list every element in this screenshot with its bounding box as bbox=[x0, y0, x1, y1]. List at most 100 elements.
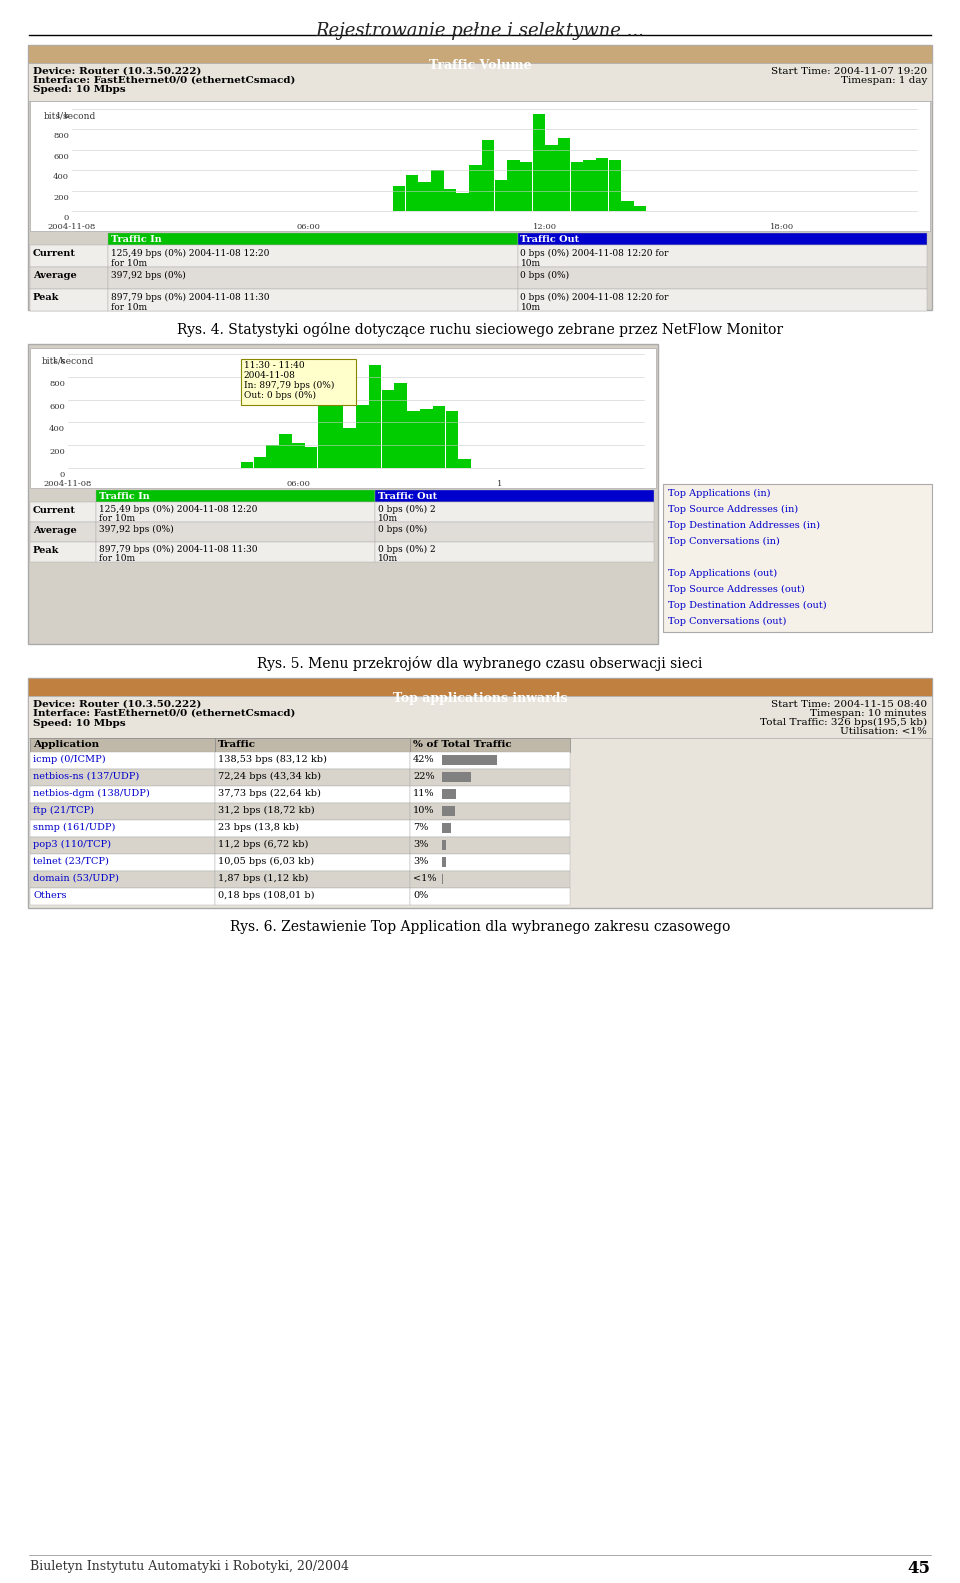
Text: 0: 0 bbox=[60, 472, 65, 480]
Text: Device: Router (10.3.50.222): Device: Router (10.3.50.222) bbox=[33, 66, 202, 76]
Bar bbox=[215, 837, 410, 853]
Text: 10m: 10m bbox=[520, 260, 540, 268]
Text: 125,49 bps (0%) 2004-11-08 12:20: 125,49 bps (0%) 2004-11-08 12:20 bbox=[111, 249, 270, 258]
Bar bbox=[215, 853, 410, 871]
Bar bbox=[108, 245, 517, 268]
Bar bbox=[30, 290, 108, 310]
Bar bbox=[96, 491, 375, 502]
Bar bbox=[445, 412, 458, 469]
Text: 31,2 bps (18,72 kb): 31,2 bps (18,72 kb) bbox=[218, 806, 315, 815]
Bar bbox=[444, 188, 456, 211]
Text: 3%: 3% bbox=[413, 856, 428, 866]
Text: 10m: 10m bbox=[378, 514, 398, 522]
Text: Start Time: 2004-11-15 08:40: Start Time: 2004-11-15 08:40 bbox=[771, 700, 927, 709]
Text: netbios-ns (137/UDP): netbios-ns (137/UDP) bbox=[33, 773, 139, 780]
Text: 2004-11-08: 2004-11-08 bbox=[244, 370, 296, 380]
Text: Top Source Addresses (out): Top Source Addresses (out) bbox=[668, 586, 804, 594]
Bar bbox=[30, 769, 215, 787]
Bar bbox=[419, 182, 431, 211]
Bar bbox=[30, 787, 215, 803]
Text: 897,79 bps (0%) 2004-11-08 11:30: 897,79 bps (0%) 2004-11-08 11:30 bbox=[111, 293, 270, 302]
Bar bbox=[215, 871, 410, 888]
Text: Current: Current bbox=[33, 249, 76, 258]
Text: ftp (21/TCP): ftp (21/TCP) bbox=[33, 806, 94, 815]
Text: 06:00: 06:00 bbox=[286, 480, 310, 488]
Text: icmp (0/ICMP): icmp (0/ICMP) bbox=[33, 755, 106, 765]
Bar bbox=[96, 502, 375, 522]
Bar bbox=[30, 738, 215, 752]
Text: % of Total Traffic: % of Total Traffic bbox=[413, 739, 512, 749]
Text: 11:30 - 11:40: 11:30 - 11:40 bbox=[244, 361, 304, 370]
Text: for 10m: for 10m bbox=[111, 260, 147, 268]
Text: Traffic In: Traffic In bbox=[99, 492, 150, 500]
Text: for 10m: for 10m bbox=[99, 514, 135, 522]
Bar bbox=[30, 837, 215, 853]
Text: Biuletyn Instytutu Automatyki i Robotyki, 20/2004: Biuletyn Instytutu Automatyki i Robotyki… bbox=[30, 1559, 349, 1574]
Text: 10m: 10m bbox=[378, 554, 398, 564]
Bar bbox=[410, 787, 570, 803]
Text: 11,2 bps (6,72 kb): 11,2 bps (6,72 kb) bbox=[218, 841, 308, 848]
Bar bbox=[375, 541, 654, 562]
Bar bbox=[30, 348, 656, 488]
Text: Top Destination Addresses (out): Top Destination Addresses (out) bbox=[668, 602, 827, 609]
Bar bbox=[442, 788, 456, 799]
Text: 200: 200 bbox=[49, 448, 65, 456]
Text: 10%: 10% bbox=[413, 806, 435, 815]
Bar bbox=[663, 484, 932, 632]
Bar bbox=[410, 769, 570, 787]
Bar bbox=[442, 823, 451, 833]
Text: 0 bps (0%) 2: 0 bps (0%) 2 bbox=[378, 505, 436, 514]
Text: Out: 0 bps (0%): Out: 0 bps (0%) bbox=[244, 391, 316, 400]
Text: Start Time: 2004-11-07 19:20: Start Time: 2004-11-07 19:20 bbox=[771, 66, 927, 76]
Text: telnet (23/TCP): telnet (23/TCP) bbox=[33, 856, 108, 866]
Bar bbox=[108, 268, 517, 290]
Bar bbox=[215, 803, 410, 820]
Bar bbox=[215, 820, 410, 837]
Bar bbox=[279, 434, 292, 469]
Text: 125,49 bps (0%) 2004-11-08 12:20: 125,49 bps (0%) 2004-11-08 12:20 bbox=[99, 505, 257, 514]
Bar bbox=[442, 806, 455, 815]
Text: 7%: 7% bbox=[413, 823, 428, 833]
Text: Rejestrowanie pełne i selektywne ...: Rejestrowanie pełne i selektywne ... bbox=[316, 22, 644, 40]
Bar bbox=[382, 391, 395, 469]
Bar bbox=[407, 412, 420, 469]
Bar bbox=[266, 445, 279, 469]
Text: Top Source Addresses (in): Top Source Addresses (in) bbox=[668, 505, 798, 514]
Text: Traffic In: Traffic In bbox=[111, 234, 161, 244]
Bar bbox=[369, 366, 381, 469]
Text: 1 k: 1 k bbox=[52, 358, 65, 366]
Bar bbox=[30, 803, 215, 820]
Bar bbox=[30, 888, 215, 905]
Text: 200: 200 bbox=[53, 193, 69, 201]
Bar bbox=[494, 180, 507, 211]
Bar bbox=[442, 874, 444, 883]
Text: 22%: 22% bbox=[413, 773, 435, 780]
Bar bbox=[410, 752, 570, 769]
Text: <1%: <1% bbox=[413, 874, 437, 883]
Text: 06:00: 06:00 bbox=[297, 223, 321, 231]
Bar bbox=[215, 738, 410, 752]
Bar bbox=[253, 456, 266, 469]
Text: 11%: 11% bbox=[413, 788, 435, 798]
Text: Rys. 5. Menu przekrojów dla wybranego czasu obserwacji sieci: Rys. 5. Menu przekrojów dla wybranego cz… bbox=[257, 655, 703, 671]
Text: Top Conversations (out): Top Conversations (out) bbox=[668, 617, 786, 627]
Text: 0 bps (0%) 2: 0 bps (0%) 2 bbox=[378, 545, 436, 554]
Bar bbox=[375, 491, 654, 502]
Text: bits/second: bits/second bbox=[42, 356, 94, 366]
Bar bbox=[442, 755, 497, 765]
Bar bbox=[596, 158, 609, 211]
Bar bbox=[375, 502, 654, 522]
Text: 400: 400 bbox=[53, 173, 69, 180]
Bar bbox=[442, 856, 446, 867]
Text: 23 bps (13,8 kb): 23 bps (13,8 kb) bbox=[218, 823, 299, 833]
Bar bbox=[459, 459, 471, 469]
Text: domain (53/UDP): domain (53/UDP) bbox=[33, 874, 119, 883]
Bar bbox=[30, 245, 108, 268]
Bar bbox=[517, 290, 927, 310]
Text: Interface: FastEthernet0/0 (ethernetCsmacd): Interface: FastEthernet0/0 (ethernetCsma… bbox=[33, 709, 296, 719]
Text: 2004-11-08: 2004-11-08 bbox=[48, 223, 96, 231]
Text: Timespan: 10 minutes: Timespan: 10 minutes bbox=[810, 709, 927, 719]
Text: 42%: 42% bbox=[413, 755, 435, 765]
Text: 600: 600 bbox=[49, 402, 65, 410]
Bar bbox=[215, 752, 410, 769]
